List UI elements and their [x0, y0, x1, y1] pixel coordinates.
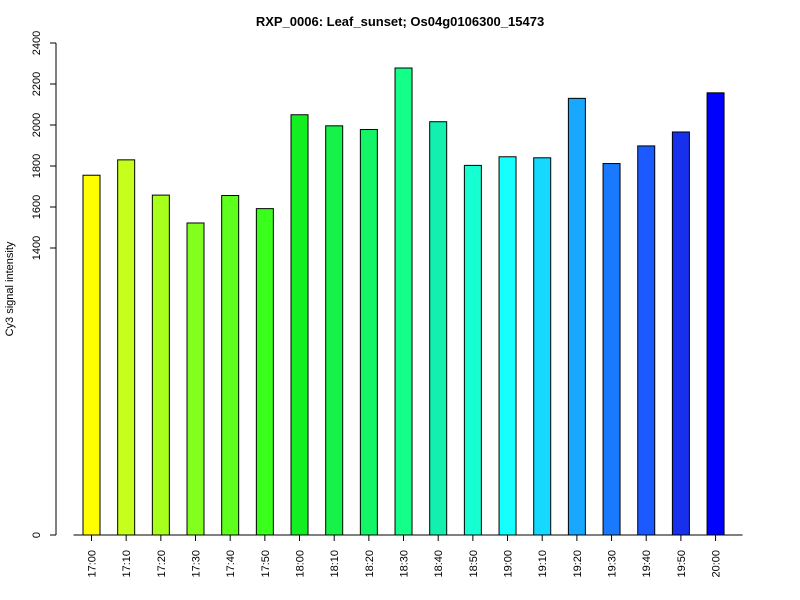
x-tick-label: 18:20 — [364, 550, 376, 578]
bars — [82, 67, 725, 536]
bar — [429, 121, 448, 536]
y-tick-labels: 0 1400 1600 1800 2000 2200 2400 — [31, 31, 56, 538]
x-tick-labels: 17:00 17:10 17:20 17:30 17:40 17:50 18:00 18:10… — [87, 535, 723, 578]
y-tick-label: 2400 — [31, 31, 43, 55]
bar — [671, 131, 690, 536]
x-tick-label: 17:00 — [87, 550, 99, 578]
bar — [186, 222, 205, 536]
x-tick-label: 17:40 — [225, 550, 237, 578]
bar — [498, 156, 517, 536]
y-axis-label: Cy3 signal intensity — [4, 241, 16, 336]
bar — [325, 125, 344, 536]
y-tick-label: 1400 — [31, 236, 43, 260]
bar — [463, 164, 482, 536]
bar — [394, 67, 413, 536]
bar — [290, 114, 309, 536]
x-tick-label: 18:30 — [399, 550, 411, 578]
bar — [151, 194, 170, 536]
x-tick-label: 19:20 — [572, 550, 584, 578]
x-tick-label: 19:40 — [641, 550, 653, 578]
x-tick-label: 18:40 — [433, 550, 445, 578]
y-tick-label: 2000 — [31, 113, 43, 137]
x-tick-label: 19:10 — [537, 550, 549, 578]
x-tick-label: 17:30 — [191, 550, 203, 578]
x-tick-label: 17:50 — [260, 550, 272, 578]
bar — [359, 129, 378, 536]
x-tick-label: 19:30 — [607, 550, 619, 578]
x-tick-label: 20:00 — [711, 550, 723, 578]
x-tick-label: 19:00 — [503, 550, 515, 578]
x-tick-label: 19:50 — [676, 550, 688, 578]
x-tick-label: 18:00 — [295, 550, 307, 578]
x-tick-label: 17:10 — [121, 550, 133, 578]
y-tick-label: 1800 — [31, 154, 43, 178]
y-tick-label: 1600 — [31, 195, 43, 219]
y-tick-label: 0 — [31, 532, 43, 538]
bar — [637, 145, 656, 536]
chart-title: RXP_0006: Leaf_sunset; Os04g0106300_1547… — [256, 14, 544, 29]
bar — [221, 195, 240, 536]
bar — [533, 157, 552, 536]
bar — [255, 208, 274, 536]
bar — [82, 174, 101, 536]
bar — [567, 97, 586, 536]
x-tick-label: 17:20 — [156, 550, 168, 578]
x-tick-label: 18:10 — [329, 550, 341, 578]
bar — [117, 159, 136, 536]
y-tick-label: 2200 — [31, 72, 43, 96]
x-tick-label: 18:50 — [468, 550, 480, 578]
bar — [706, 92, 725, 536]
bar — [602, 163, 621, 536]
